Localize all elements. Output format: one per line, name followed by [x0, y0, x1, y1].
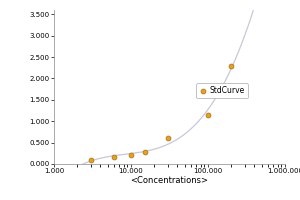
StdCurve — [206, 113, 210, 116]
StdCurve — [142, 150, 147, 154]
StdCurve — [129, 154, 134, 157]
X-axis label: <Concentrations>: <Concentrations> — [130, 176, 208, 185]
StdCurve — [229, 65, 234, 68]
StdCurve — [165, 137, 170, 140]
Legend: StdCurve: StdCurve — [196, 83, 248, 98]
StdCurve — [112, 156, 116, 159]
StdCurve — [88, 158, 93, 161]
